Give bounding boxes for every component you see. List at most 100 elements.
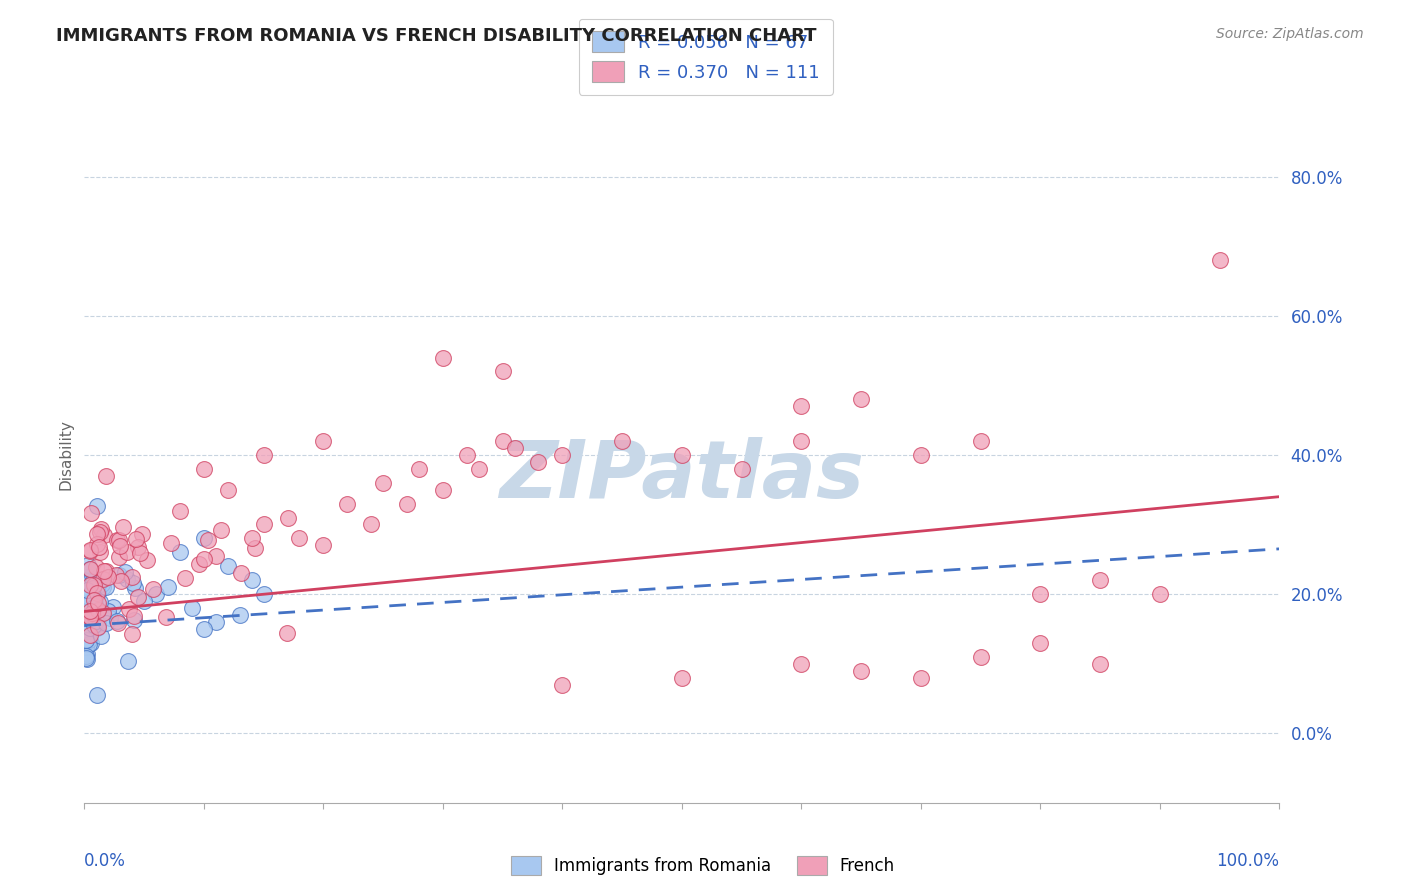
- Point: [1090, 573, 1112, 587]
- Point: [217, 559, 239, 574]
- Point: [240, 573, 263, 587]
- Point: [87, 540, 110, 554]
- Point: [468, 462, 491, 476]
- Point: [851, 664, 873, 678]
- Point: [97, 604, 120, 618]
- Point: [155, 610, 177, 624]
- Point: [87, 616, 110, 631]
- Point: [127, 540, 149, 554]
- Point: [94, 615, 117, 630]
- Point: [253, 517, 276, 532]
- Point: [205, 615, 228, 629]
- Point: [910, 448, 932, 462]
- Point: [197, 533, 219, 547]
- Point: [75, 611, 97, 625]
- Point: [89, 545, 111, 559]
- Point: [83, 594, 105, 608]
- Point: [93, 564, 115, 578]
- Point: [527, 455, 550, 469]
- Point: [240, 532, 263, 546]
- Text: 0.0%: 0.0%: [84, 852, 127, 870]
- Point: [336, 497, 359, 511]
- Point: [173, 571, 195, 585]
- Point: [790, 434, 813, 448]
- Y-axis label: Disability: Disability: [58, 419, 73, 491]
- Point: [169, 503, 191, 517]
- Point: [253, 587, 276, 601]
- Point: [82, 567, 104, 582]
- Point: [312, 434, 335, 448]
- Point: [157, 580, 180, 594]
- Point: [94, 565, 117, 579]
- Point: [118, 602, 141, 616]
- Point: [97, 569, 120, 583]
- Point: [312, 538, 335, 552]
- Point: [75, 648, 97, 663]
- Point: [79, 609, 101, 624]
- Point: [76, 632, 98, 646]
- Point: [103, 600, 125, 615]
- Point: [83, 617, 105, 632]
- Point: [76, 570, 98, 584]
- Point: [105, 533, 128, 547]
- Point: [121, 627, 143, 641]
- Point: [360, 517, 382, 532]
- Point: [108, 549, 131, 564]
- Point: [115, 545, 138, 559]
- Point: [80, 607, 103, 621]
- Point: [790, 657, 813, 671]
- Point: [970, 434, 993, 448]
- Point: [96, 580, 118, 594]
- Point: [131, 526, 153, 541]
- Point: [492, 364, 515, 378]
- Point: [90, 629, 112, 643]
- Point: [79, 610, 101, 624]
- Point: [253, 448, 276, 462]
- Point: [612, 434, 634, 448]
- Point: [110, 539, 132, 553]
- Point: [193, 532, 215, 546]
- Point: [83, 578, 105, 592]
- Point: [1209, 253, 1232, 268]
- Point: [492, 434, 515, 448]
- Point: [91, 607, 114, 621]
- Point: [79, 578, 101, 592]
- Point: [107, 568, 129, 582]
- Point: [121, 569, 143, 583]
- Point: [83, 599, 105, 613]
- Point: [86, 586, 108, 600]
- Point: [79, 632, 101, 647]
- Point: [79, 543, 101, 558]
- Point: [132, 594, 156, 608]
- Point: [83, 592, 105, 607]
- Point: [127, 591, 149, 605]
- Point: [79, 637, 101, 651]
- Point: [77, 596, 100, 610]
- Point: [114, 565, 136, 579]
- Point: [76, 595, 98, 609]
- Point: [243, 541, 266, 555]
- Point: [86, 603, 108, 617]
- Point: [107, 616, 129, 631]
- Point: [790, 399, 813, 413]
- Point: [98, 611, 121, 625]
- Point: [115, 572, 138, 586]
- Point: [396, 497, 419, 511]
- Point: [76, 558, 98, 572]
- Point: [503, 441, 526, 455]
- Point: [205, 549, 228, 563]
- Point: [432, 483, 454, 497]
- Point: [79, 561, 101, 575]
- Point: [91, 576, 114, 591]
- Point: [551, 448, 574, 462]
- Text: Source: ZipAtlas.com: Source: ZipAtlas.com: [1216, 27, 1364, 41]
- Point: [76, 651, 98, 665]
- Point: [86, 537, 108, 551]
- Point: [86, 527, 108, 541]
- Point: [75, 589, 97, 603]
- Point: [82, 574, 104, 588]
- Point: [80, 607, 103, 621]
- Point: [187, 557, 209, 571]
- Point: [79, 628, 101, 642]
- Point: [86, 499, 108, 513]
